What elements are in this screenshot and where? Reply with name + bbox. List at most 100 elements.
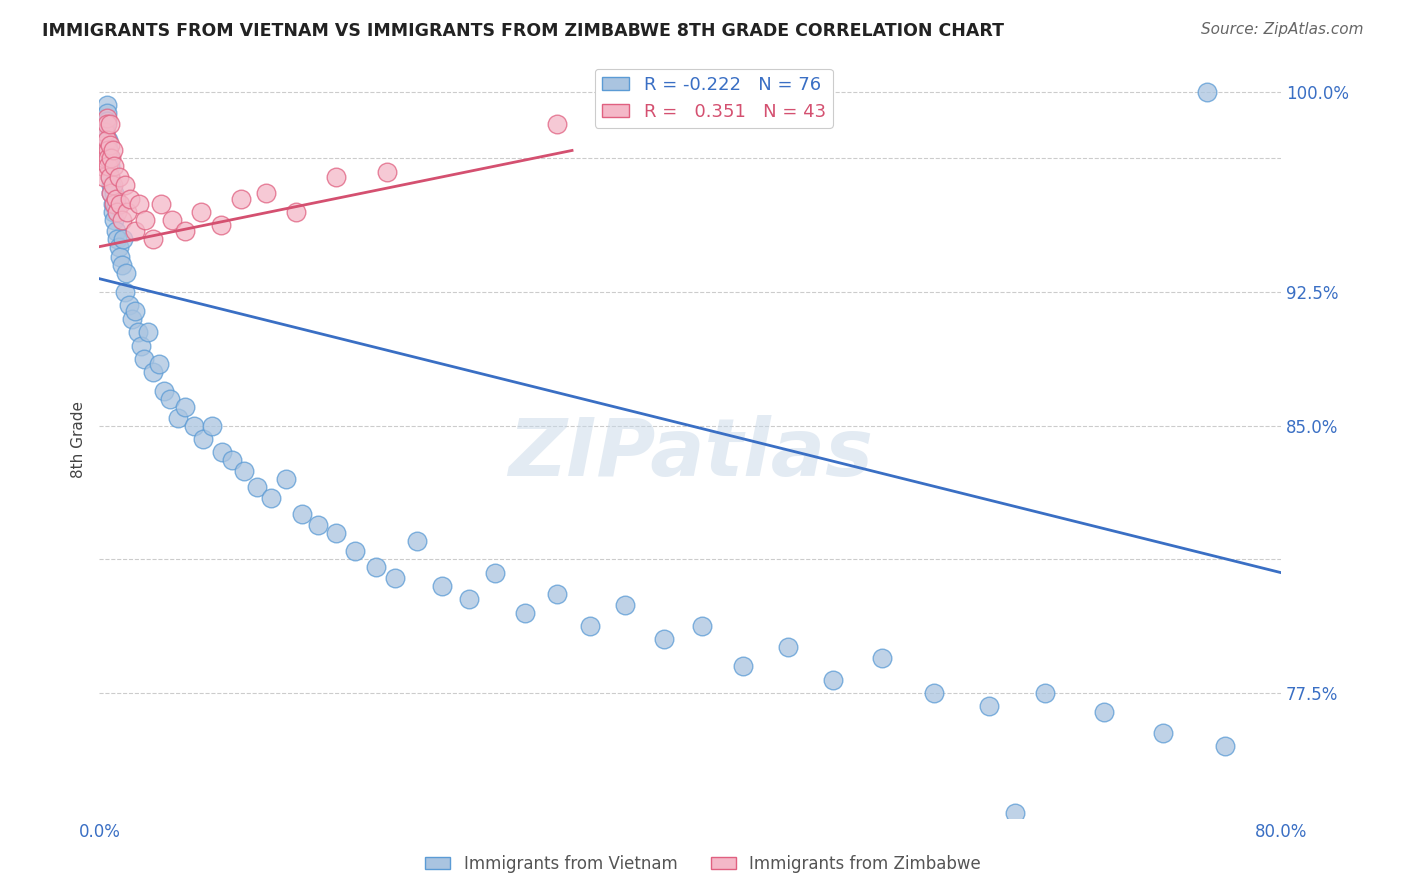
Point xyxy=(120,192,142,206)
Point xyxy=(97,160,120,174)
Point xyxy=(108,250,131,264)
Point xyxy=(513,606,536,620)
Point xyxy=(104,192,127,206)
Point xyxy=(159,392,181,406)
Point xyxy=(127,325,149,339)
Point xyxy=(150,197,173,211)
Point xyxy=(110,258,132,272)
Point xyxy=(922,686,945,700)
Point xyxy=(105,205,128,219)
Point xyxy=(652,632,675,647)
Point xyxy=(98,138,121,153)
Point xyxy=(100,186,122,201)
Point xyxy=(96,114,118,128)
Point xyxy=(97,133,120,147)
Point xyxy=(166,410,188,425)
Point xyxy=(94,138,117,153)
Point xyxy=(96,117,118,131)
Point xyxy=(94,128,117,142)
Point xyxy=(101,197,124,211)
Point xyxy=(291,507,314,521)
Point xyxy=(97,149,120,163)
Point xyxy=(96,112,118,126)
Point xyxy=(129,338,152,352)
Point xyxy=(260,491,283,505)
Point xyxy=(160,213,183,227)
Point xyxy=(142,232,165,246)
Point xyxy=(190,205,212,219)
Point xyxy=(484,566,506,580)
Point xyxy=(690,619,713,633)
Point xyxy=(870,651,893,665)
Point xyxy=(98,160,121,174)
Point xyxy=(107,240,129,254)
Point xyxy=(124,224,146,238)
Point xyxy=(93,152,115,166)
Text: Source: ZipAtlas.com: Source: ZipAtlas.com xyxy=(1201,22,1364,37)
Point xyxy=(377,165,399,179)
Point xyxy=(136,325,159,339)
Point xyxy=(121,311,143,326)
Point xyxy=(98,170,121,185)
Point xyxy=(93,170,115,185)
Point xyxy=(128,197,150,211)
Point xyxy=(91,160,114,174)
Point xyxy=(98,170,121,185)
Text: IMMIGRANTS FROM VIETNAM VS IMMIGRANTS FROM ZIMBABWE 8TH GRADE CORRELATION CHART: IMMIGRANTS FROM VIETNAM VS IMMIGRANTS FR… xyxy=(42,22,1004,40)
Point xyxy=(94,125,117,139)
Point xyxy=(97,141,120,155)
Point xyxy=(148,357,170,371)
Point xyxy=(776,640,799,655)
Point xyxy=(733,659,755,673)
Point xyxy=(343,544,366,558)
Point xyxy=(614,598,637,612)
Point xyxy=(96,106,118,120)
Point xyxy=(110,213,132,227)
Point xyxy=(546,587,568,601)
Point xyxy=(103,213,125,227)
Point xyxy=(578,619,600,633)
Point xyxy=(104,224,127,238)
Point xyxy=(364,560,387,574)
Point xyxy=(98,152,121,166)
Point xyxy=(107,170,129,185)
Point xyxy=(115,266,138,280)
Y-axis label: 8th Grade: 8th Grade xyxy=(72,401,86,477)
Text: ZIPatlas: ZIPatlas xyxy=(508,415,873,493)
Point xyxy=(103,186,125,201)
Point xyxy=(325,525,347,540)
Point xyxy=(124,303,146,318)
Point xyxy=(977,699,1000,714)
Point xyxy=(100,152,122,166)
Point xyxy=(98,117,121,131)
Point xyxy=(108,197,131,211)
Point xyxy=(117,205,139,219)
Point xyxy=(101,178,124,193)
Point xyxy=(183,418,205,433)
Point xyxy=(201,418,224,433)
Point xyxy=(132,351,155,366)
Point xyxy=(93,117,115,131)
Point xyxy=(307,517,329,532)
Point xyxy=(546,117,568,131)
Point xyxy=(97,152,120,166)
Point xyxy=(96,98,118,112)
Point xyxy=(114,178,136,193)
Point xyxy=(430,579,453,593)
Point xyxy=(231,192,253,206)
Point xyxy=(174,224,197,238)
Point xyxy=(1213,739,1236,754)
Point xyxy=(100,178,122,193)
Point xyxy=(105,232,128,246)
Point xyxy=(134,213,156,227)
Point xyxy=(221,453,243,467)
Point xyxy=(211,445,233,459)
Point xyxy=(1092,705,1115,719)
Point xyxy=(174,400,197,414)
Point xyxy=(384,571,406,585)
Point xyxy=(96,133,118,147)
Point xyxy=(103,160,125,174)
Point xyxy=(101,205,124,219)
Point xyxy=(1152,726,1174,740)
Point xyxy=(457,592,479,607)
